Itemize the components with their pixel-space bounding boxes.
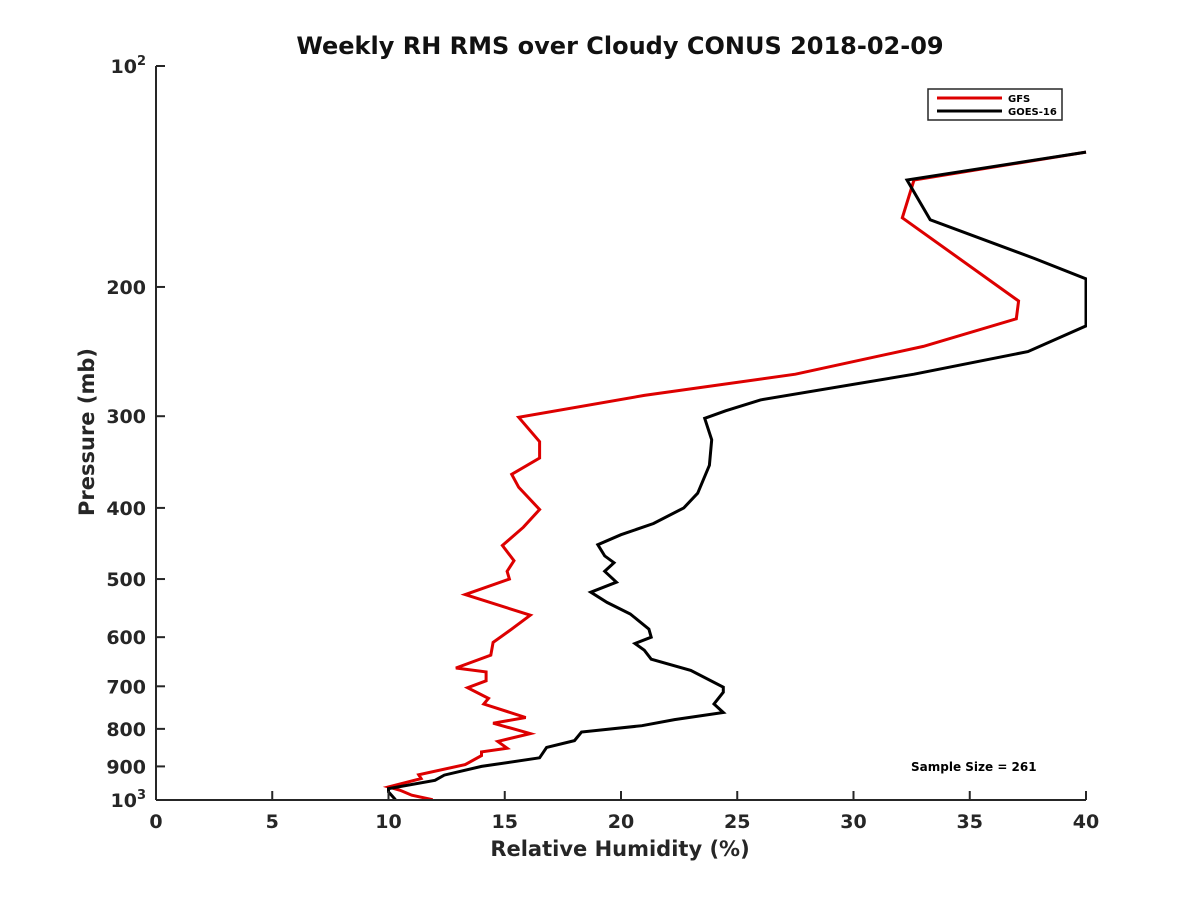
x-tick-label: 35 bbox=[957, 811, 983, 833]
y-tick-label: 900 bbox=[106, 756, 146, 778]
legend-box bbox=[927, 88, 1063, 121]
legend: GFS GOES-16 bbox=[927, 88, 1063, 121]
x-ticks: 0 5 10 15 20 25 30 35 40 bbox=[149, 791, 1099, 833]
chart-title: Weekly RH RMS over Cloudy CONUS 2018-02-… bbox=[296, 32, 943, 60]
y-tick-label: 400 bbox=[106, 498, 146, 520]
x-tick-label: 30 bbox=[840, 811, 866, 833]
y-tick-label: 500 bbox=[106, 569, 146, 591]
y-tick-label: 700 bbox=[106, 676, 146, 698]
legend-entry-label: GOES-16 bbox=[1008, 107, 1057, 118]
x-tick-label: 0 bbox=[149, 811, 162, 833]
legend-entry-label: GFS bbox=[1008, 94, 1030, 105]
y-tick-label: 300 bbox=[106, 406, 146, 428]
series-line-gfs bbox=[382, 150, 1087, 800]
series-line-goes-16 bbox=[387, 150, 1087, 800]
x-tick-label: 5 bbox=[266, 811, 279, 833]
x-tick-label: 10 bbox=[375, 811, 401, 833]
x-tick-label: 25 bbox=[724, 811, 750, 833]
y-tick-label: 200 bbox=[106, 277, 146, 299]
y-tick-label: 600 bbox=[106, 627, 146, 649]
x-tick-label: 40 bbox=[1073, 811, 1099, 833]
x-axis-label: Relative Humidity (%) bbox=[490, 837, 749, 861]
x-tick-label: 20 bbox=[608, 811, 634, 833]
y-tick-label: 800 bbox=[106, 719, 146, 741]
series-lines bbox=[382, 150, 1087, 800]
x-tick-label: 15 bbox=[492, 811, 518, 833]
sample-size-annotation: Sample Size = 261 bbox=[911, 760, 1037, 774]
y-axis-label: Pressure (mb) bbox=[75, 348, 99, 516]
